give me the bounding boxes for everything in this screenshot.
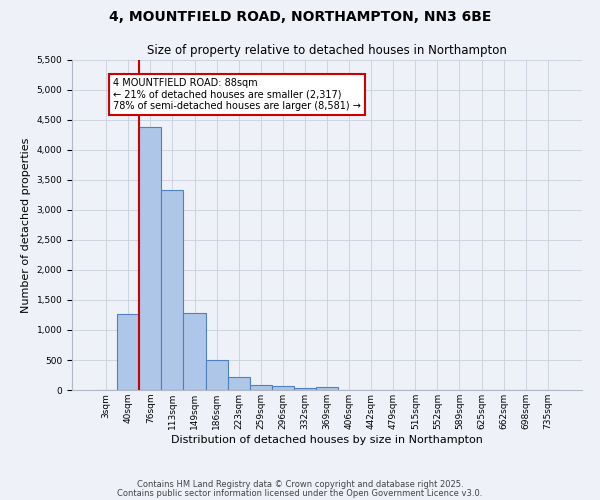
Bar xyxy=(161,190,184,390)
Bar xyxy=(184,312,206,390)
Bar xyxy=(294,388,316,390)
Text: 4, MOUNTFIELD ROAD, NORTHAMPTON, NN3 6BE: 4, MOUNTFIELD ROAD, NORTHAMPTON, NN3 6BE xyxy=(109,10,491,24)
Bar xyxy=(227,378,250,390)
Text: Contains public sector information licensed under the Open Government Licence v3: Contains public sector information licen… xyxy=(118,488,482,498)
Y-axis label: Number of detached properties: Number of detached properties xyxy=(21,138,31,312)
Bar xyxy=(117,314,139,390)
Bar xyxy=(250,384,272,390)
Text: Contains HM Land Registry data © Crown copyright and database right 2025.: Contains HM Land Registry data © Crown c… xyxy=(137,480,463,489)
Title: Size of property relative to detached houses in Northampton: Size of property relative to detached ho… xyxy=(147,44,507,58)
Bar xyxy=(139,127,161,390)
Bar xyxy=(272,386,294,390)
Bar xyxy=(206,360,227,390)
X-axis label: Distribution of detached houses by size in Northampton: Distribution of detached houses by size … xyxy=(171,434,483,444)
Text: 4 MOUNTFIELD ROAD: 88sqm
← 21% of detached houses are smaller (2,317)
78% of sem: 4 MOUNTFIELD ROAD: 88sqm ← 21% of detach… xyxy=(113,78,361,111)
Bar xyxy=(316,386,338,390)
